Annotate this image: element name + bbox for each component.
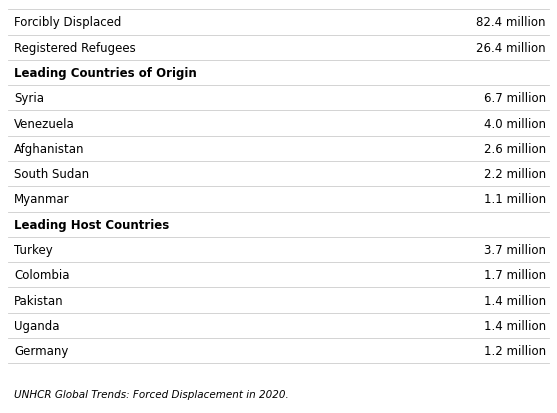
Text: UNHCR Global Trends: Forced Displacement in 2020.: UNHCR Global Trends: Forced Displacement… [14,389,289,399]
Text: Afghanistan: Afghanistan [14,142,85,156]
Text: 1.4 million: 1.4 million [483,319,546,332]
Text: Venezuela: Venezuela [14,117,75,131]
Text: 1.7 million: 1.7 million [483,269,546,282]
Text: 1.2 million: 1.2 million [483,344,546,357]
Text: 1.4 million: 1.4 million [483,294,546,307]
Text: 2.6 million: 2.6 million [483,142,546,156]
Text: 82.4 million: 82.4 million [476,17,546,29]
Text: Leading Host Countries: Leading Host Countries [14,218,169,231]
Text: Turkey: Turkey [14,243,53,256]
Text: Myanmar: Myanmar [14,193,70,206]
Text: 2.2 million: 2.2 million [483,168,546,181]
Text: 3.7 million: 3.7 million [484,243,546,256]
Text: Syria: Syria [14,92,44,105]
Text: South Sudan: South Sudan [14,168,89,181]
Text: Forcibly Displaced: Forcibly Displaced [14,17,121,29]
Text: 6.7 million: 6.7 million [483,92,546,105]
Text: 26.4 million: 26.4 million [476,42,546,55]
Text: 1.1 million: 1.1 million [483,193,546,206]
Text: Registered Refugees: Registered Refugees [14,42,136,55]
Text: Pakistan: Pakistan [14,294,63,307]
Text: Leading Countries of Origin: Leading Countries of Origin [14,67,197,80]
Text: Uganda: Uganda [14,319,60,332]
Text: 4.0 million: 4.0 million [484,117,546,131]
Text: Germany: Germany [14,344,69,357]
Text: Colombia: Colombia [14,269,70,282]
